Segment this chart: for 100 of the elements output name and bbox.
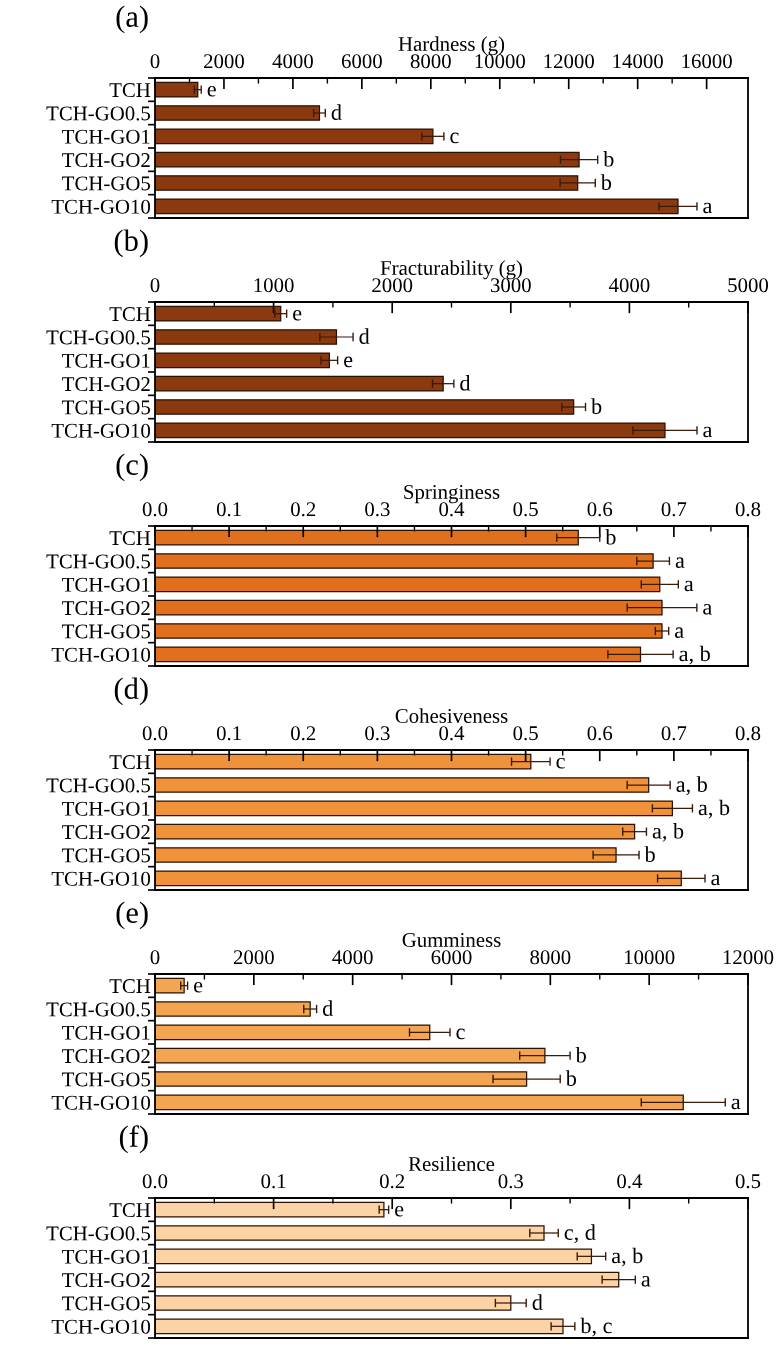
- y-tick-label: TCH: [109, 1203, 151, 1218]
- y-tick-label: TCH-GO2: [62, 601, 150, 616]
- x-tick-label: 0.3: [365, 726, 390, 741]
- y-tick-label: TCH-GO5: [62, 624, 151, 639]
- x-tick-label: 0.1: [261, 1174, 286, 1189]
- bar: [155, 375, 444, 392]
- x-tick-label: 0.4: [439, 726, 465, 741]
- y-tick-label: TCH-GO5: [62, 176, 151, 191]
- x-tick-label: 2000: [372, 278, 413, 293]
- x-tick-label: 16000: [682, 54, 732, 69]
- bar: [155, 576, 661, 593]
- annotation: e: [293, 309, 302, 321]
- y-tick-label: TCH: [109, 979, 151, 994]
- bar: [155, 753, 532, 770]
- bar: [155, 623, 663, 639]
- x-tick-label: 4000: [332, 950, 373, 965]
- annotation: e: [194, 981, 203, 993]
- x-tick-label: 0.6: [587, 726, 613, 741]
- x-tick-label: 0.3: [365, 502, 390, 517]
- bar: [155, 1318, 564, 1335]
- annotation: b: [565, 1070, 577, 1086]
- chart-title: (d): [114, 677, 148, 706]
- x-tick-label: 2000: [233, 950, 274, 965]
- x-axis-title: Resilience: [408, 1156, 495, 1171]
- annotation: c: [450, 132, 459, 144]
- y-tick-label: TCH-GO10: [51, 871, 151, 886]
- bar: [155, 175, 579, 191]
- y-tick-label: TCH-GO5: [62, 400, 151, 415]
- chart-title: (c): [116, 453, 148, 482]
- bar: [155, 777, 650, 793]
- annotation: b, c: [580, 1317, 612, 1337]
- bar: [155, 870, 682, 887]
- annotation: b: [591, 398, 602, 414]
- y-tick-label: TCH: [109, 755, 151, 770]
- annotation: a: [675, 557, 685, 568]
- annotation: a: [731, 1098, 741, 1110]
- bar: [155, 800, 674, 817]
- annotation: a: [641, 1275, 651, 1287]
- x-tick-label: 0.4: [617, 1174, 643, 1189]
- bar: [155, 977, 185, 994]
- y-tick-label: TCH-GO1: [62, 353, 150, 368]
- annotation: d: [532, 1294, 543, 1310]
- y-tick-label: TCH-GO5: [62, 1296, 151, 1311]
- chart-title: (a): [116, 5, 148, 34]
- bar: [155, 1047, 546, 1064]
- x-tick-label: 4000: [608, 278, 650, 293]
- x-tick-label: 10000: [624, 950, 675, 965]
- y-tick-label: TCH: [109, 531, 151, 546]
- y-tick-label: TCH-GO10: [51, 199, 151, 214]
- y-tick-label: TCH-GO2: [62, 1273, 150, 1288]
- y-tick-label: TCH: [109, 307, 151, 322]
- x-axis-title: Cohesiveness: [395, 708, 508, 723]
- bar: [155, 847, 617, 863]
- annotation: c: [556, 757, 565, 769]
- x-tick-label: 14000: [613, 54, 663, 69]
- annotation: a: [684, 580, 694, 592]
- x-tick-label: 0.1: [216, 502, 241, 517]
- x-tick-label: 0: [150, 950, 160, 965]
- bar: [155, 823, 636, 840]
- bar: [155, 305, 282, 322]
- annotation: a, b: [679, 645, 710, 665]
- x-tick-label: 0.8: [735, 726, 761, 741]
- y-tick-label: TCH-GO1: [62, 129, 150, 144]
- x-tick-label: 6000: [431, 950, 472, 965]
- bar: [155, 1295, 512, 1311]
- bar: [155, 422, 666, 439]
- x-tick-label: 0: [150, 54, 160, 69]
- annotation: a: [711, 874, 721, 886]
- chart-title: (e): [116, 901, 148, 930]
- x-axis-title: Springiness: [404, 484, 500, 504]
- annotation: c, d: [564, 1224, 596, 1244]
- x-tick-label: 0.6: [587, 502, 613, 517]
- y-tick-label: TCH-GO0.5: [46, 1002, 151, 1017]
- bar: [155, 198, 679, 215]
- annotation: b: [603, 150, 614, 167]
- annotation: a: [703, 202, 713, 214]
- y-tick-label: TCH-GO2: [62, 1049, 150, 1064]
- x-tick-label: 8000: [410, 54, 451, 69]
- y-tick-label: TCH-GO10: [51, 1319, 151, 1334]
- annotation: b: [644, 846, 655, 862]
- x-tick-label: 1000: [254, 278, 294, 293]
- annotation: d: [331, 104, 342, 120]
- bar: [155, 105, 321, 121]
- x-tick-label: 0: [150, 278, 160, 293]
- bar: [155, 128, 434, 145]
- x-tick-label: 6000: [341, 54, 382, 69]
- bar: [155, 1248, 593, 1265]
- annotation: e: [344, 356, 353, 368]
- y-tick-label: TCH-GO10: [51, 647, 151, 662]
- x-tick-label: 0.7: [661, 502, 687, 517]
- x-tick-label: 3000: [490, 278, 531, 293]
- x-tick-label: 8000: [530, 950, 571, 965]
- y-tick-label: TCH-GO0.5: [46, 106, 151, 121]
- y-tick-label: TCH-GO2: [62, 153, 150, 168]
- x-tick-label: 2000: [204, 54, 244, 69]
- bar: [155, 329, 338, 345]
- x-tick-label: 0.0: [142, 502, 168, 517]
- bar: [155, 1225, 545, 1241]
- annotation: a: [675, 627, 684, 638]
- bar: [155, 599, 663, 616]
